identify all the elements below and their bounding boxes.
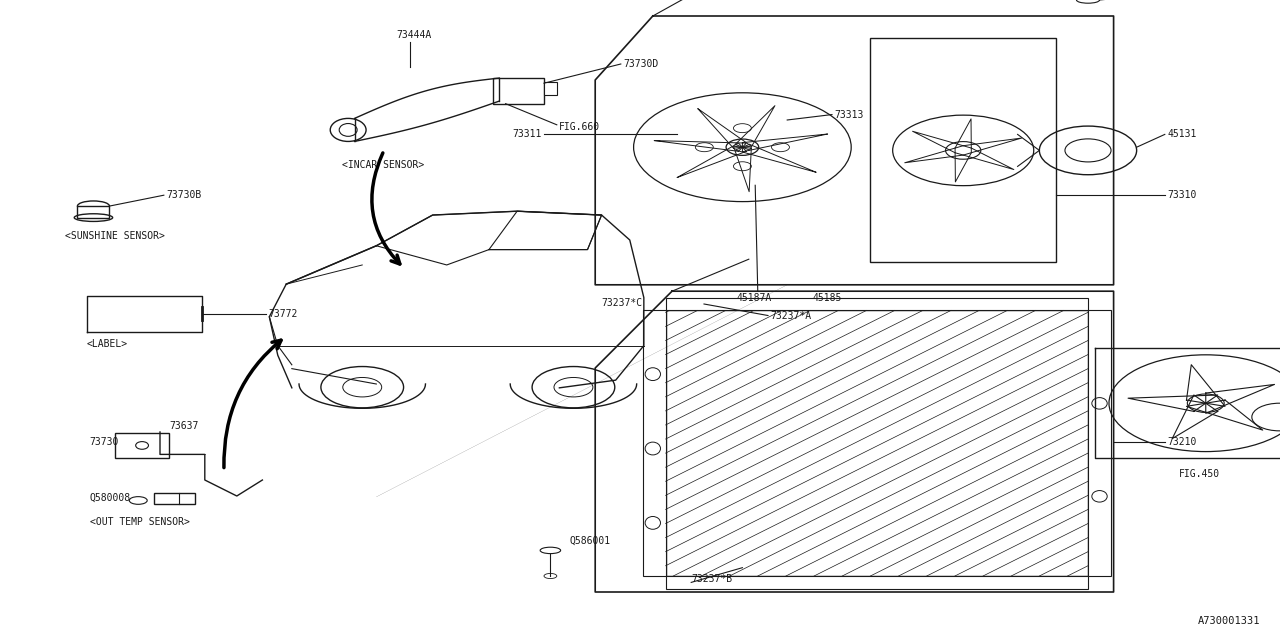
Text: 73444A: 73444A: [397, 30, 433, 40]
Text: 73237*C: 73237*C: [602, 298, 643, 308]
Bar: [870, 38, 1056, 262]
Text: 73310: 73310: [1167, 190, 1197, 200]
Text: 73237*A: 73237*A: [771, 310, 812, 321]
Text: 73313: 73313: [835, 109, 864, 120]
Text: FIG.660: FIG.660: [559, 122, 600, 132]
Text: 73311: 73311: [512, 129, 541, 140]
Bar: [115, 433, 169, 458]
Bar: [666, 576, 1088, 589]
Text: A730001331: A730001331: [1198, 616, 1261, 626]
Text: <SUNSHINE SENSOR>: <SUNSHINE SENSOR>: [65, 230, 165, 241]
Bar: [666, 310, 1088, 576]
Bar: [1088, 310, 1111, 576]
Text: 45185: 45185: [813, 292, 842, 303]
Text: <INCAR SENSOR>: <INCAR SENSOR>: [342, 160, 424, 170]
Text: 73730B: 73730B: [166, 190, 202, 200]
Bar: [666, 298, 1088, 310]
Text: 73730: 73730: [90, 436, 119, 447]
Bar: [643, 310, 666, 576]
Text: 73237*B: 73237*B: [691, 574, 732, 584]
Text: 73210: 73210: [1167, 436, 1197, 447]
Bar: [77, 206, 110, 218]
Text: FIG.450: FIG.450: [1179, 470, 1220, 479]
Bar: [493, 78, 544, 104]
Bar: [544, 82, 557, 95]
Text: <LABEL>: <LABEL>: [87, 339, 128, 349]
Text: <OUT TEMP SENSOR>: <OUT TEMP SENSOR>: [90, 516, 189, 527]
Text: Q580008: Q580008: [90, 493, 131, 503]
Text: 73772: 73772: [269, 308, 298, 319]
Text: 45187A: 45187A: [736, 292, 772, 303]
Bar: [154, 493, 195, 504]
Text: 73730D: 73730D: [623, 59, 659, 69]
Text: 45131: 45131: [1167, 129, 1197, 140]
Text: 73637: 73637: [169, 420, 198, 431]
Text: Q586001: Q586001: [570, 536, 611, 546]
